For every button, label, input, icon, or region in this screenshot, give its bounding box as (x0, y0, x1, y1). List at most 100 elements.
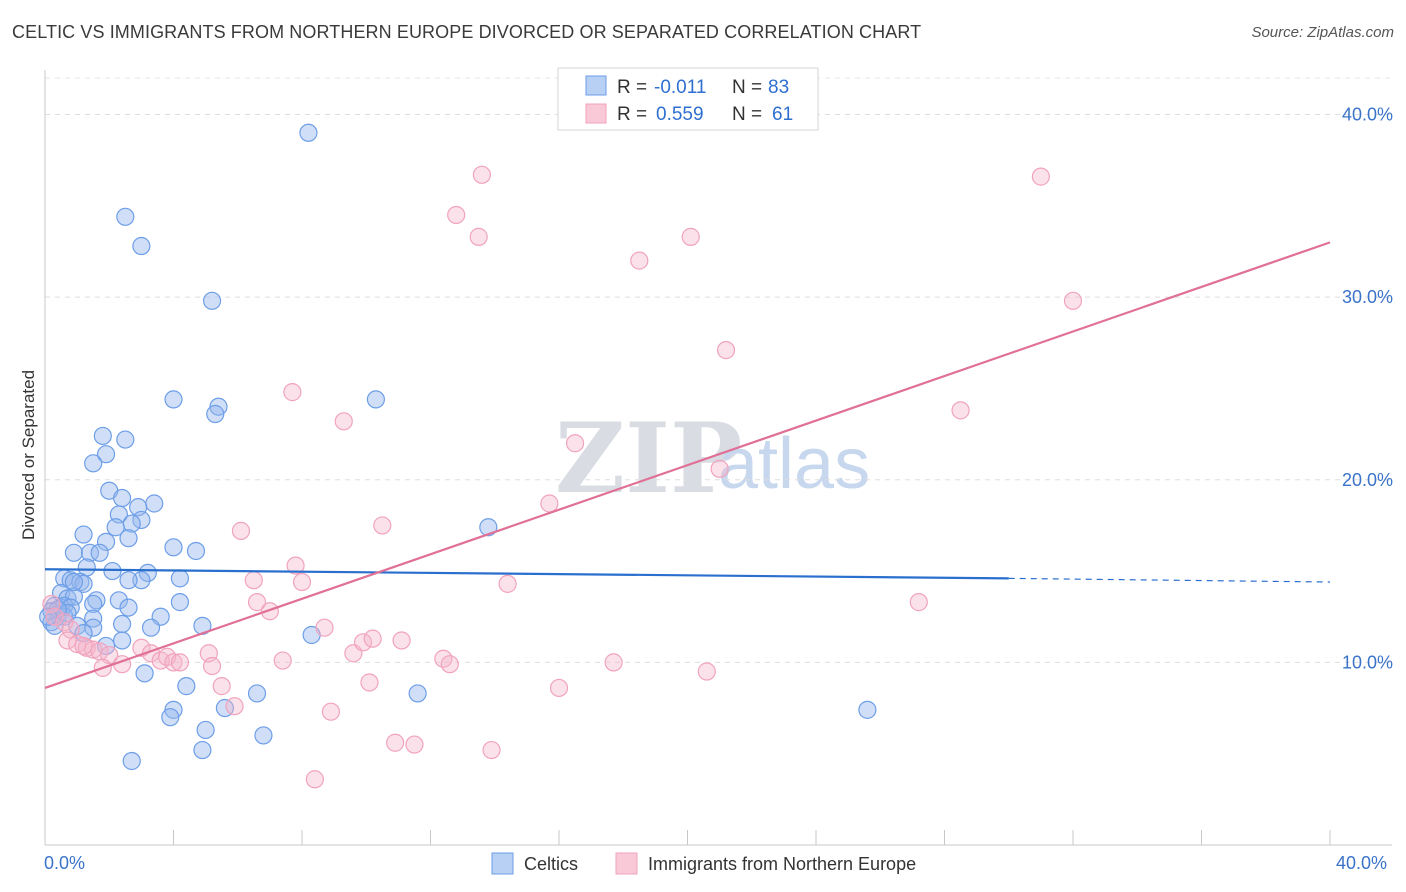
legend-swatch-celtics (585, 75, 607, 96)
axes (44, 70, 1392, 846)
immigrants-point (386, 733, 405, 752)
celtics-point (132, 571, 151, 590)
legend-r-label-celtics: R = (617, 77, 647, 98)
immigrants-point (604, 653, 623, 672)
immigrants-point (1063, 291, 1083, 310)
legend-n-value-celtics: 83 (768, 77, 789, 98)
immigrants-point (392, 631, 411, 650)
chart-title: CELTIC VS IMMIGRANTS FROM NORTHERN EUROP… (12, 22, 922, 42)
immigrants-point (283, 383, 302, 402)
legend-swatch-immigrants (585, 103, 607, 124)
celtics-point (64, 572, 84, 592)
celtics-point (112, 631, 132, 650)
celtics-points (39, 123, 877, 771)
celtics-point (132, 510, 151, 530)
legend-n-label-celtics: N = (732, 77, 762, 98)
celtics-point (80, 543, 100, 562)
celtics-trend-line-extension (1008, 577, 1331, 583)
celtics-point (84, 609, 103, 628)
immigrants-point (469, 227, 488, 246)
celtics-point (193, 740, 212, 760)
immigrants-point (630, 251, 649, 270)
celtics-point (112, 488, 132, 508)
celtics-point (116, 430, 135, 449)
celtics-point (93, 426, 112, 446)
celtics-point (116, 207, 135, 226)
celtics-point (177, 677, 196, 696)
immigrants-point (84, 640, 103, 659)
legend-n-label-immigrants: N = (732, 104, 762, 125)
immigrants-point (353, 633, 373, 652)
immigrants-point (681, 227, 700, 246)
celtics-point (366, 390, 385, 409)
correlation-legend: R = -0.011 N = 83 R = 0.559 N = 61 (557, 67, 819, 131)
immigrants-point (164, 653, 183, 672)
y-tick-label: 20.0% (1342, 470, 1393, 490)
celtics-point (479, 518, 498, 537)
immigrants-point (447, 205, 466, 225)
legend-r-value-celtics: -0.011 (654, 77, 706, 98)
celtics-point (132, 236, 151, 256)
celtics-point (122, 751, 141, 771)
legend-n-value-immigrants: 61 (772, 104, 793, 125)
celtics-point (202, 291, 222, 310)
immigrants-point (498, 574, 517, 593)
y-tick-labels: 10.0% 20.0% 30.0% 40.0% (1342, 105, 1393, 673)
celtics-point (254, 726, 273, 745)
immigrants-point (74, 636, 93, 656)
celtics-point (164, 390, 183, 409)
immigrants-point (909, 593, 928, 612)
celtics-point (112, 614, 132, 634)
immigrants-point (716, 341, 736, 360)
immigrants-point (247, 593, 267, 612)
celtics-point (119, 598, 138, 617)
x-tick-label-min: 0.0% (44, 853, 85, 873)
bottom-legend-label-immigrants: Immigrants from Northern Europe (648, 854, 916, 874)
celtics-point (64, 543, 84, 562)
celtics-point (84, 454, 103, 473)
source-label: Source: ZipAtlas.com (1251, 24, 1394, 41)
celtics-point (103, 561, 122, 581)
immigrants-point (1031, 167, 1050, 186)
watermark-zip: ZIP (555, 402, 742, 515)
celtics-point (164, 538, 183, 557)
y-axis-title: Divorced or Separated (19, 370, 38, 540)
immigrants-point (55, 613, 74, 632)
bottom-legend-swatch-celtics (491, 852, 514, 875)
immigrants-trend-line (44, 241, 1331, 689)
immigrants-point (697, 662, 716, 681)
celtics-point (247, 684, 267, 703)
celtics-point (206, 404, 225, 424)
immigrants-point (68, 635, 87, 654)
legend-r-value-immigrants: 0.559 (656, 104, 704, 125)
immigrants-point (58, 631, 77, 650)
celtics-point (196, 720, 215, 740)
immigrants-point (292, 572, 312, 592)
immigrants-point (549, 678, 569, 698)
immigrants-point (405, 735, 424, 754)
immigrants-point (244, 571, 263, 590)
celtics-point (96, 445, 116, 464)
immigrants-point (315, 618, 334, 637)
immigrants-point (286, 556, 305, 575)
immigrants-point (472, 165, 491, 184)
immigrants-point (225, 697, 244, 716)
celtics-point (170, 593, 190, 612)
y-tick-label: 40.0% (1342, 105, 1393, 125)
immigrants-point (170, 653, 190, 672)
celtics-point (186, 541, 206, 561)
celtics-trend-line (44, 568, 1009, 580)
celtics-point (141, 618, 161, 637)
celtics-point (170, 569, 190, 588)
celtics-point (84, 618, 103, 637)
series-legend: Celtics Immigrants from Northern Europe (491, 852, 916, 875)
immigrants-point (440, 655, 459, 674)
celtics-point (90, 543, 109, 562)
immigrants-point (273, 651, 292, 670)
celtics-point (145, 494, 164, 513)
immigrants-point (373, 516, 392, 535)
immigrants-point (565, 434, 585, 453)
immigrants-point (540, 494, 559, 513)
celtics-point (161, 708, 180, 727)
